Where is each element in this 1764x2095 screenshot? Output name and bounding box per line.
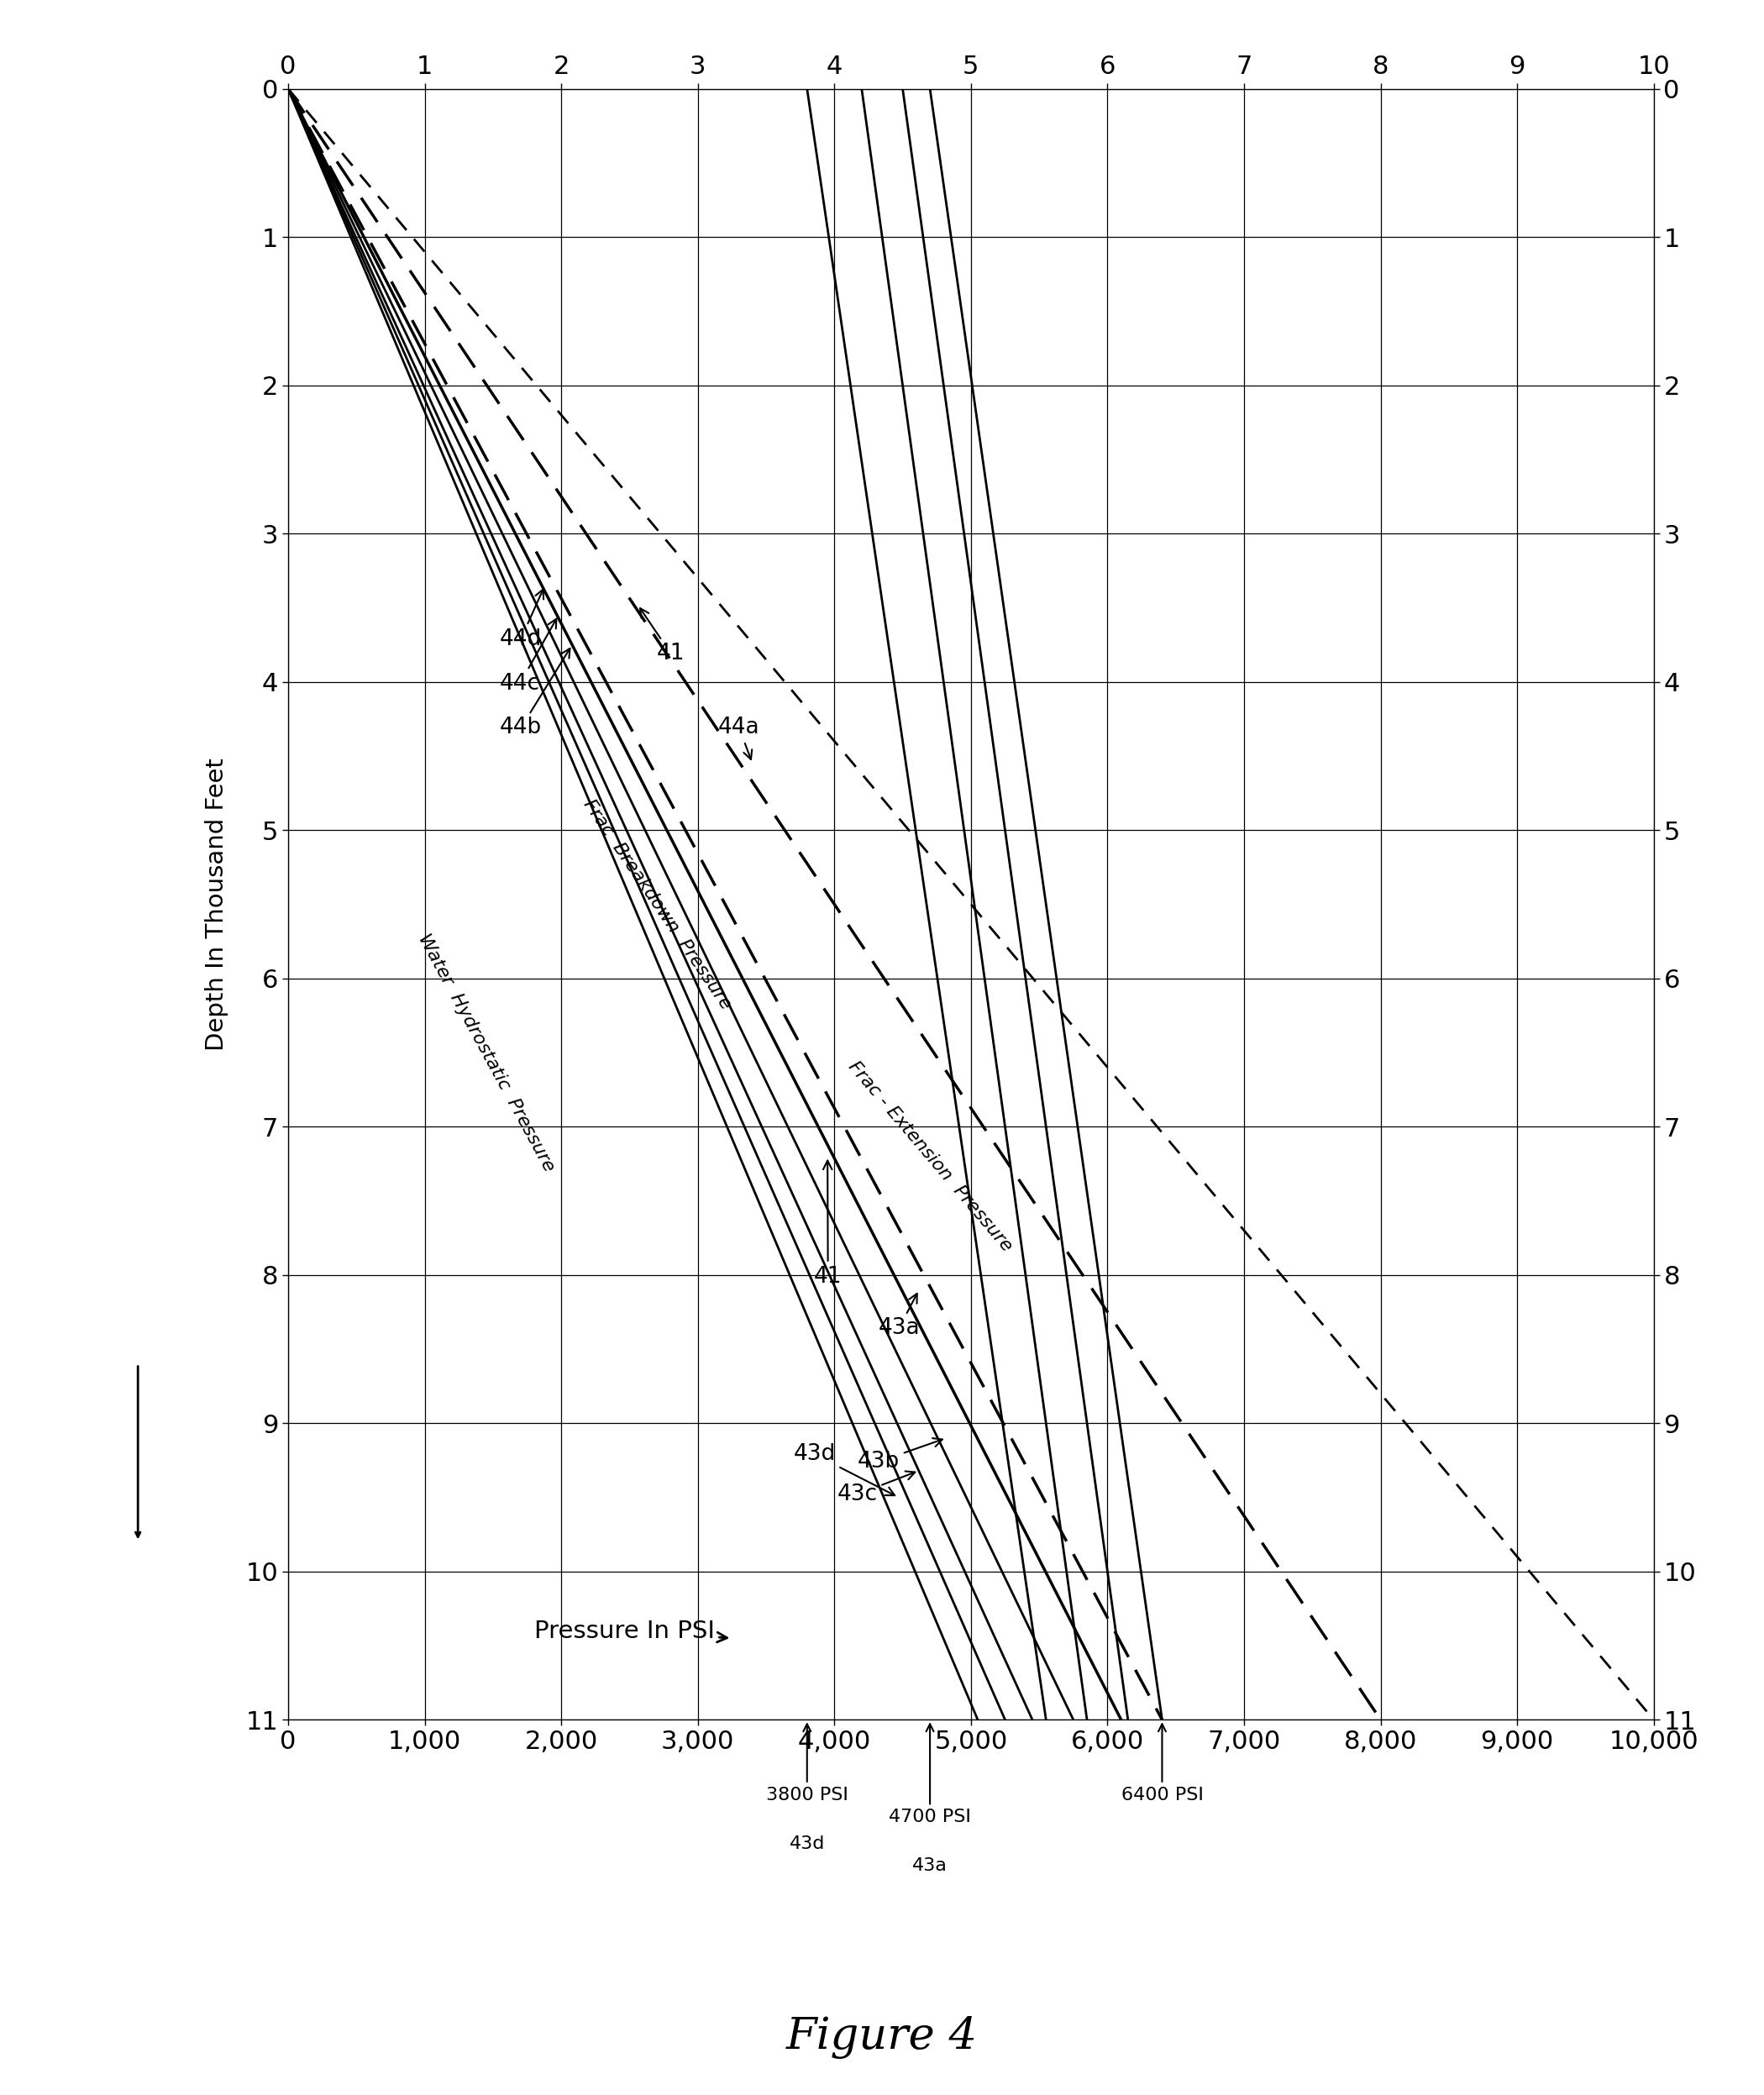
Text: Figure 4: Figure 4 [787, 2015, 977, 2059]
Text: 41: 41 [640, 608, 684, 664]
Text: 44d: 44d [499, 589, 543, 649]
Text: Frac - Extension  Pressure: Frac - Extension Pressure [845, 1058, 1014, 1255]
Text: 43d: 43d [789, 1835, 826, 1852]
Text: Frac  Breakdown  Pressure: Frac Breakdown Pressure [580, 796, 734, 1012]
Text: 3800 PSI: 3800 PSI [766, 1724, 848, 1804]
Text: 43a: 43a [912, 1858, 947, 1875]
Text: Pressure In PSI: Pressure In PSI [534, 1619, 727, 1642]
Text: 44b: 44b [499, 649, 570, 740]
Y-axis label: Depth In Thousand Feet: Depth In Thousand Feet [205, 758, 228, 1052]
Text: 43a: 43a [878, 1293, 919, 1339]
Text: 43c: 43c [838, 1471, 916, 1506]
Text: Water  Hydrostatic  Pressure: Water Hydrostatic Pressure [415, 930, 557, 1173]
Text: 6400 PSI: 6400 PSI [1120, 1724, 1203, 1804]
Text: 43b: 43b [857, 1437, 942, 1473]
Text: 43d: 43d [794, 1443, 894, 1496]
Text: 4700 PSI: 4700 PSI [889, 1724, 970, 1825]
Text: 41: 41 [813, 1161, 841, 1286]
Text: 44c: 44c [499, 618, 556, 693]
Text: 44a: 44a [718, 716, 760, 758]
